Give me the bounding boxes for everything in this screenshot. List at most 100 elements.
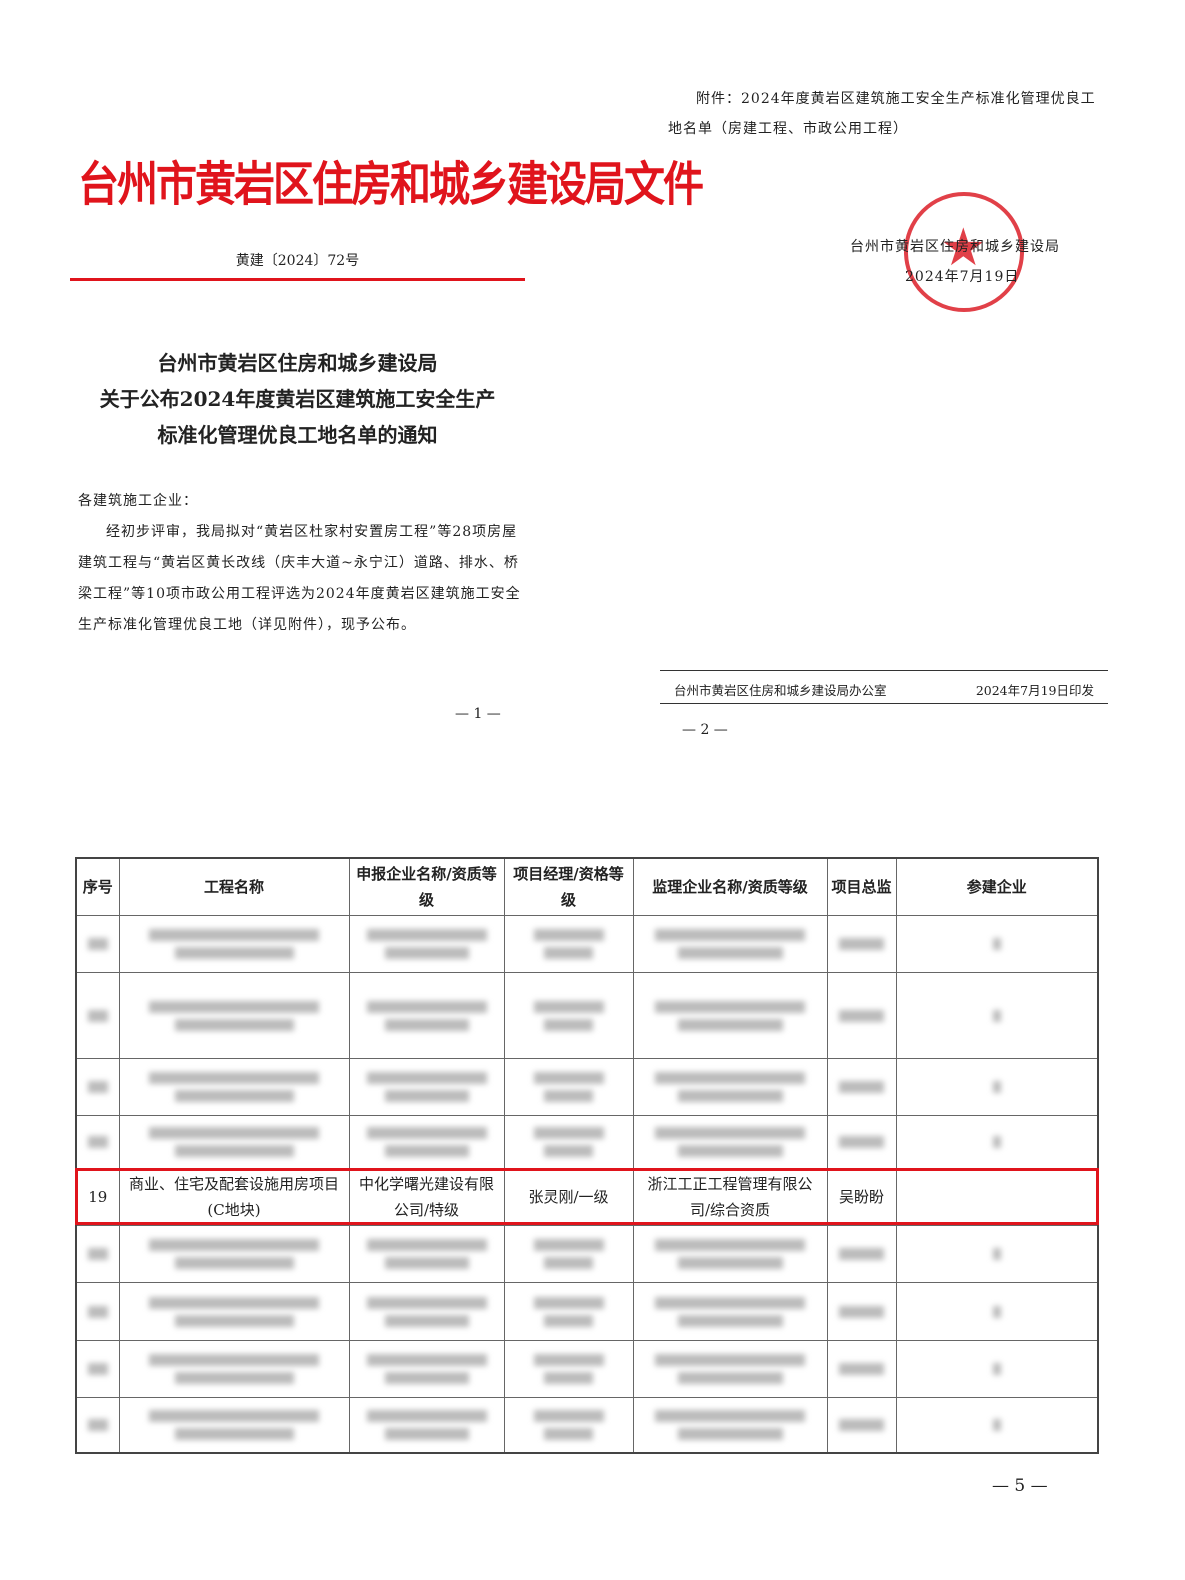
blurred-cell [895,1058,1099,1116]
blurred-cell [75,915,120,973]
signature-block: 台州市黄岩区住房和城乡建设局 2024年7月19日 [850,232,1060,292]
blurred-cell [118,1115,350,1169]
blurred-cell [118,915,350,973]
table-row-blurred [75,1115,1099,1169]
footer: 台州市黄岩区住房和城乡建设局办公室 2024年7月19日印发 [674,680,1094,699]
blurred-cell [75,972,120,1059]
blurred-cell [895,915,1099,973]
blurred-cell [75,1058,120,1116]
blurred-cell [348,1115,505,1169]
page-number-1: — 1 — [455,706,501,722]
notice-title: 台州市黄岩区住房和城乡建设局 关于公布2024年度黄岩区建筑施工安全生产 标准化… [70,345,525,453]
table-row-blurred [75,972,1099,1059]
salutation: 各建筑施工企业： [78,493,198,509]
blurred-cell [895,1397,1099,1453]
title-line: 台州市黄岩区住房和城乡建设局 [157,351,438,375]
blurred-cell [118,1340,350,1398]
attachment-note: 附件：2024年度黄岩区建筑施工安全生产标准化管理优良工地名单（房建工程、市政公… [668,84,1108,144]
title-line: 关于公布2024年度黄岩区建筑施工安全生产 [99,387,496,411]
blurred-cell [503,1340,634,1398]
blurred-cell [348,1225,505,1283]
blurred-cell [348,972,505,1059]
blurred-cell [75,1340,120,1398]
red-header: 台州市黄岩区住房和城乡建设局文件 [78,157,704,213]
document-number: 黄建〔2024〕72号 [235,253,360,269]
blurred-cell [826,972,897,1059]
blurred-cell [75,1225,120,1283]
attachment-text: 附件：2024年度黄岩区建筑施工安全生产标准化管理优良工地名单（房建工程、市政公… [668,91,1096,137]
page-number-2: — 2 — [682,722,728,738]
blurred-cell [632,1340,828,1398]
table-row-highlighted: 19 商业、住宅及配套设施用房项目(C地块) 中化学曙光建设有限公司/特级 张灵… [75,1168,1099,1226]
page-number-5: — 5 — [992,1476,1048,1496]
cell-contractor: 中化学曙光建设有限公司/特级 [348,1168,505,1226]
blurred-cell [118,1058,350,1116]
award-table: 序号 工程名称 申报企业名称/资质等级 项目经理/资格等级 监理企业名称/资质等… [75,857,1099,1454]
star-icon: ★ [940,218,987,278]
table-row-blurred [75,1225,1099,1283]
blurred-cell [503,1397,634,1453]
blurred-cell [503,1225,634,1283]
blurred-cell [826,1340,897,1398]
table-row-blurred [75,1282,1099,1341]
blurred-cell [826,1282,897,1341]
header-cell: 项目总监 [826,857,897,916]
blurred-cell [118,1225,350,1283]
title-line: 标准化管理优良工地名单的通知 [157,423,438,447]
header-cell: 工程名称 [118,857,350,916]
blurred-cell [895,1282,1099,1341]
table-header-row: 序号 工程名称 申报企业名称/资质等级 项目经理/资格等级 监理企业名称/资质等… [75,857,1099,916]
notice-body: 各建筑施工企业： 经初步评审，我局拟对“黄岩区杜家村安置房工程”等28项房屋建筑… [78,486,523,641]
blurred-cell [826,1225,897,1283]
red-divider [70,278,525,281]
cell-participant [895,1168,1099,1226]
blurred-cell [826,915,897,973]
sign-date: 2024年7月19日 [905,269,1020,285]
blurred-cell [632,972,828,1059]
blurred-cell [75,1282,120,1341]
blurred-cell [348,1058,505,1116]
blurred-cell [826,1058,897,1116]
cell-project: 商业、住宅及配套设施用房项目(C地块) [118,1168,350,1226]
header-cell: 项目经理/资格等级 [503,857,634,916]
blurred-cell [348,1340,505,1398]
cell-director: 吴盼盼 [826,1168,897,1226]
blurred-cell [632,1397,828,1453]
footer-date: 2024年7月19日印发 [975,683,1094,698]
header-cell: 申报企业名称/资质等级 [348,857,505,916]
footer-org: 台州市黄岩区住房和城乡建设局办公室 [674,683,887,698]
blurred-cell [632,1058,828,1116]
blurred-cell [632,1225,828,1283]
cell-no: 19 [75,1168,120,1226]
body-paragraph: 经初步评审，我局拟对“黄岩区杜家村安置房工程”等28项房屋建筑工程与“黄岩区黄长… [78,524,521,633]
blurred-cell [503,1282,634,1341]
blurred-cell [348,915,505,973]
footer-line [660,670,1108,671]
blurred-cell [348,1397,505,1453]
blurred-cell [826,1397,897,1453]
blurred-cell [75,1115,120,1169]
blurred-cell [895,972,1099,1059]
blurred-cell [503,1058,634,1116]
blurred-cell [348,1282,505,1341]
blurred-cell [503,1115,634,1169]
header-cell: 参建企业 [895,857,1099,916]
blurred-cell [118,1397,350,1453]
blurred-cell [75,1397,120,1453]
blurred-cell [826,1115,897,1169]
blurred-cell [895,1340,1099,1398]
blurred-cell [503,915,634,973]
table-row-blurred [75,915,1099,973]
cell-supervisor: 浙江工正工程管理有限公司/综合资质 [632,1168,828,1226]
header-cell: 序号 [75,857,120,916]
blurred-cell [632,1282,828,1341]
blurred-cell [632,915,828,973]
blurred-cell [503,972,634,1059]
signer: 台州市黄岩区住房和城乡建设局 [850,239,1060,255]
header-cell: 监理企业名称/资质等级 [632,857,828,916]
table-row-blurred [75,1058,1099,1116]
table-row-blurred [75,1397,1099,1453]
blurred-cell [895,1225,1099,1283]
blurred-cell [118,972,350,1059]
